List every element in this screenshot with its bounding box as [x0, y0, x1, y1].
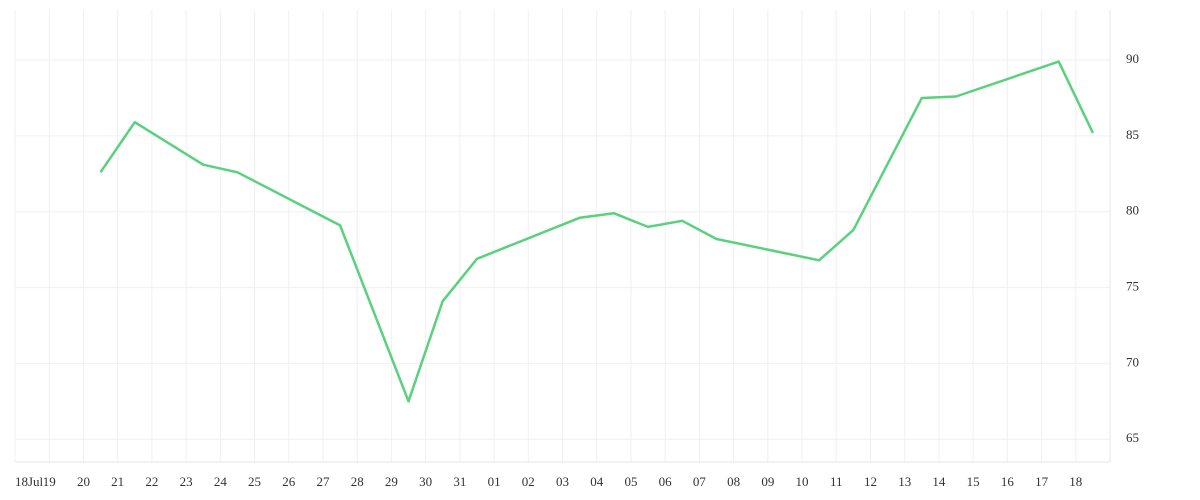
y-tick-label: 70 [1126, 354, 1139, 369]
x-tick-label: 08 [727, 474, 740, 489]
x-tick-label: 16 [1001, 474, 1015, 489]
x-tick-label: 24 [214, 474, 228, 489]
y-tick-label: 65 [1126, 430, 1139, 445]
y-tick-label: 90 [1126, 51, 1139, 66]
x-tick-label: 05 [624, 474, 637, 489]
x-tick-label: 03 [556, 474, 569, 489]
x-tick-label: 10 [796, 474, 809, 489]
x-tick-label: 18Jul [15, 474, 44, 489]
x-tick-label: 13 [898, 474, 911, 489]
x-tick-label: 23 [180, 474, 193, 489]
x-tick-label: 02 [522, 474, 535, 489]
y-tick-label: 75 [1126, 279, 1139, 294]
x-tick-label: 22 [145, 474, 158, 489]
x-tick-label: 15 [967, 474, 980, 489]
x-tick-label: 28 [351, 474, 364, 489]
x-tick-label: 25 [248, 474, 261, 489]
x-tick-label: 12 [864, 474, 877, 489]
y-tick-label: 80 [1126, 203, 1139, 218]
x-tick-label: 31 [453, 474, 466, 489]
line [99, 60, 1095, 403]
x-tick-label: 26 [282, 474, 296, 489]
x-tick-label: 09 [761, 474, 774, 489]
y-tick-label: 85 [1126, 127, 1139, 142]
x-tick-label: 04 [590, 474, 604, 489]
x-tick-label: 07 [693, 474, 707, 489]
x-tick-label: 17 [1035, 474, 1049, 489]
x-tick-label: 14 [932, 474, 946, 489]
x-tick-label: 11 [830, 474, 843, 489]
x-tick-label: 29 [385, 474, 398, 489]
x-tick-label: 19 [43, 474, 56, 489]
x-tick-label: 18 [1069, 474, 1082, 489]
x-tick-label: 01 [488, 474, 501, 489]
x-tick-label: 21 [111, 474, 124, 489]
x-tick-label: 20 [77, 474, 90, 489]
x-tick-label: 30 [419, 474, 432, 489]
x-tick-label: 06 [659, 474, 673, 489]
x-tick-label: 27 [316, 474, 330, 489]
